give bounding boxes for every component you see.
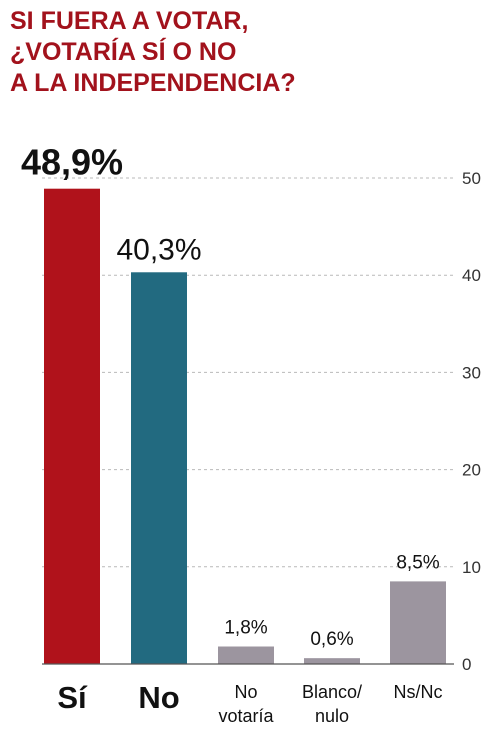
axis-layer: 0 10 20 30 40 50: [42, 169, 481, 674]
chart-title: SI FUERA A VOTAR, ¿VOTARÍA SÍ O NO A LA …: [10, 6, 490, 99]
title-line-3: A LA INDEPENDENCIA?: [10, 69, 296, 97]
y-tick-label-30: 30: [462, 363, 481, 382]
value-label-4: 8,5%: [396, 552, 439, 573]
bar-4: [390, 581, 446, 664]
y-tick-label-20: 20: [462, 461, 481, 480]
category-label-4-line-0: Ns/Nc: [394, 682, 443, 702]
title-line-1: SI FUERA A VOTAR,: [10, 7, 249, 35]
category-label-3-line-0: Blanco/: [302, 682, 362, 702]
value-label-3: 0,6%: [310, 629, 353, 650]
bar-2: [218, 646, 274, 664]
bar-layer: [44, 188, 446, 664]
category-label-3-line-1: nulo: [315, 706, 349, 726]
bar-1: [131, 272, 187, 664]
value-label-0: 48,9%: [21, 142, 123, 183]
value-label-2: 1,8%: [224, 618, 267, 639]
title-line-2: ¿VOTARÍA SÍ O NO: [10, 38, 237, 66]
y-tick-label-0: 0: [462, 655, 471, 674]
category-label-1: No: [138, 680, 179, 715]
bar-3: [304, 658, 360, 664]
label-layer: 48,9% Sí 40,3% No 1,8% No votaría 0,6% Blanco/nu…: [21, 142, 443, 726]
grid-layer: [42, 177, 454, 568]
bar-0: [44, 188, 100, 664]
value-label-1: 40,3%: [116, 233, 201, 266]
category-label-2-line-0: No: [234, 682, 257, 702]
y-tick-label-50: 50: [462, 169, 481, 188]
category-label-0: Sí: [57, 680, 88, 715]
y-tick-label-40: 40: [462, 266, 481, 285]
y-tick-label-10: 10: [462, 558, 481, 577]
category-label-2-line-1: votaría: [218, 706, 274, 726]
